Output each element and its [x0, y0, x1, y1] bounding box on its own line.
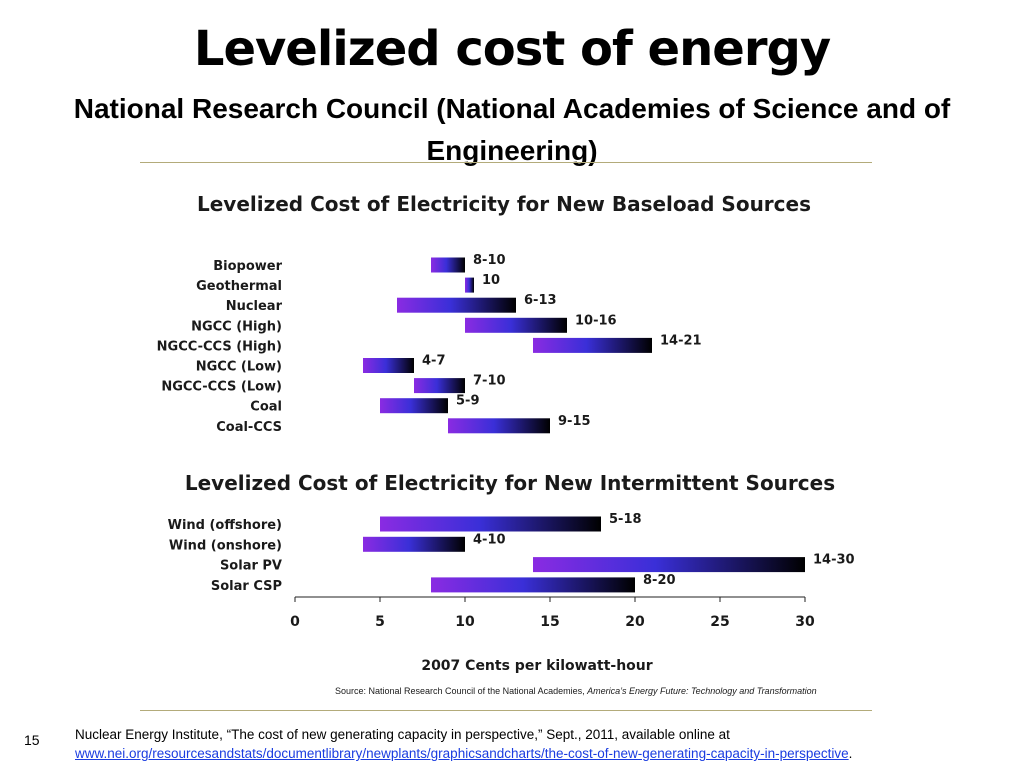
x-axis-ticks: 0 5 10 15 20 25 30: [290, 597, 815, 630]
intermittent-bars: Wind (offshore) 5-18 Wind (onshore) 4-10 Sol…: [168, 512, 855, 594]
footer-citation: Nuclear Energy Institute, “The cost of n…: [75, 725, 1020, 763]
baseload-chart-title: Levelized Cost of Electricity for New Ba…: [197, 192, 811, 216]
range-label-solar-pv: 14-30: [813, 553, 855, 568]
citation-link-suffix: .: [848, 746, 853, 761]
category-label-ngcc-high: NGCC (High): [191, 319, 282, 334]
category-label-ngcc-ccs-high: NGCC-CCS (High): [157, 339, 282, 354]
x-tick-label-10: 10: [455, 614, 475, 630]
category-label-solar-pv: Solar PV: [220, 559, 282, 574]
category-label-wind-offshore: Wind (offshore): [168, 518, 282, 533]
range-bar-solar-pv: [533, 557, 805, 573]
range-bar-ngcc-low: [363, 358, 414, 373]
range-label-biopower: 8-10: [473, 253, 506, 268]
range-bar-ngcc-ccs-low: [414, 378, 465, 394]
category-label-coal-ccs: Coal-CCS: [216, 420, 282, 435]
citation-text: Nuclear Energy Institute, “The cost of n…: [75, 727, 730, 742]
range-label-geothermal: 10: [482, 273, 500, 288]
x-tick-label-30: 30: [795, 614, 815, 630]
range-label-ngcc-low: 4-7: [422, 354, 446, 369]
x-tick-label-0: 0: [290, 614, 300, 630]
range-bar-nuclear: [397, 297, 516, 313]
range-label-ngcc-ccs-high: 14-21: [660, 333, 702, 348]
range-bar-wind-offshore: [380, 516, 601, 532]
category-label-solar-csp: Solar CSP: [211, 579, 282, 594]
chart-source: Source: National Research Council of the…: [335, 686, 817, 696]
x-tick-label-20: 20: [625, 614, 645, 630]
citation-link[interactable]: www.nei.org/resourcesandstats/documentli…: [75, 746, 849, 761]
range-bar-coal-ccs: [448, 418, 550, 434]
x-tick-label-5: 5: [375, 614, 385, 630]
slide-number: 15: [24, 732, 40, 748]
bottom-divider: [140, 710, 872, 711]
x-axis-label: 2007 Cents per kilowatt-hour: [421, 658, 652, 674]
slide-title: Levelized cost of energy: [193, 21, 831, 77]
chart-source-title: America’s Energy Future: Technology and …: [586, 686, 816, 696]
intermittent-chart-title: Levelized Cost of Electricity for New In…: [185, 471, 835, 495]
category-label-coal: Coal: [250, 400, 282, 415]
range-bar-ngcc-high: [465, 317, 567, 333]
range-label-wind-onshore: 4-10: [473, 532, 506, 547]
category-label-geothermal: Geothermal: [196, 279, 282, 294]
category-label-ngcc-ccs-low: NGCC-CCS (Low): [161, 380, 282, 395]
top-divider: [140, 162, 872, 163]
range-bar-geothermal: [465, 277, 474, 293]
x-tick-label-25: 25: [710, 614, 729, 630]
category-label-nuclear: Nuclear: [226, 299, 283, 314]
range-bar-solar-csp: [431, 577, 635, 593]
x-tick-label-15: 15: [540, 614, 559, 630]
range-label-coal-ccs: 9-15: [558, 414, 591, 429]
baseload-bars: Biopower 8-10 Geothermal 10 Nuclear 6-13 NGCC …: [157, 253, 702, 435]
slide-subtitle: National Research Council (National Acad…: [73, 93, 951, 166]
range-label-ngcc-ccs-low: 7-10: [473, 374, 506, 389]
range-label-nuclear: 6-13: [524, 293, 557, 308]
range-bar-biopower: [431, 257, 465, 273]
range-bar-ngcc-ccs-high: [533, 337, 652, 353]
range-label-ngcc-high: 10-16: [575, 313, 617, 328]
chart-source-prefix: Source: National Research Council of the…: [335, 686, 587, 696]
range-bar-coal: [380, 398, 448, 414]
category-label-ngcc-low: NGCC (Low): [196, 360, 282, 375]
range-label-wind-offshore: 5-18: [609, 512, 642, 527]
range-label-solar-csp: 8-20: [643, 573, 676, 588]
range-label-coal: 5-9: [456, 394, 480, 409]
category-label-wind-onshore: Wind (onshore): [169, 538, 282, 553]
range-bar-wind-onshore: [363, 536, 465, 552]
category-label-biopower: Biopower: [213, 259, 282, 274]
